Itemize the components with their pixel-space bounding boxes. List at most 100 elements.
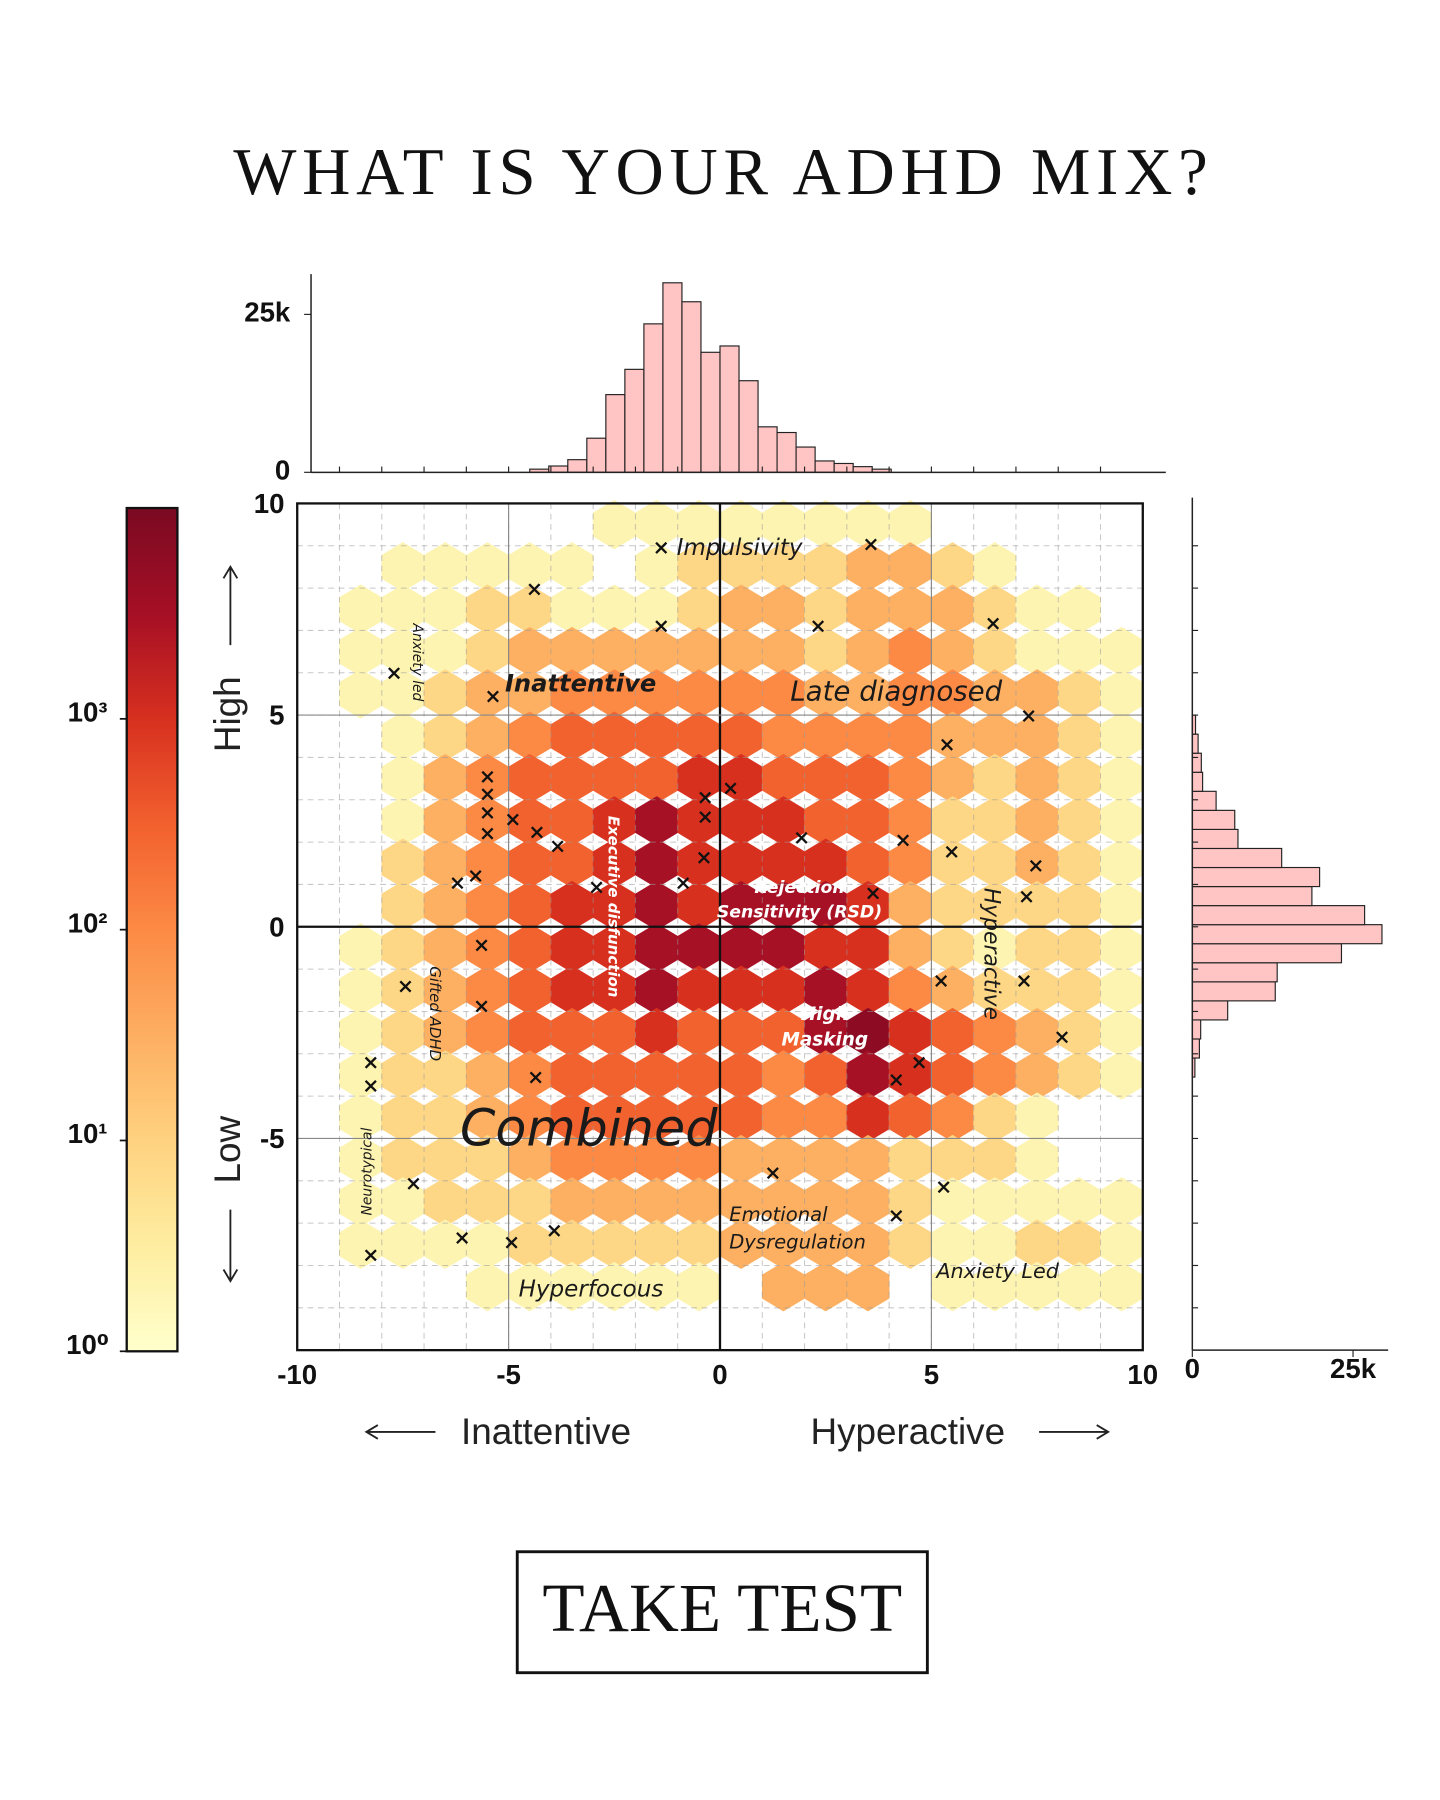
marker-x: [399, 980, 412, 993]
marker-x: [481, 827, 494, 840]
marker-x: [812, 620, 825, 633]
marker-x: [451, 877, 464, 890]
y-tick-label: 10: [254, 488, 285, 519]
colorbar-tick-label: 10¹: [68, 1118, 108, 1149]
histogram-bar: [1191, 847, 1283, 869]
y-axis-title: High: [207, 676, 248, 752]
region-label: High: [801, 1004, 849, 1025]
colorbar: [125, 506, 179, 1353]
y-tick-label: 0: [275, 455, 290, 486]
colorbar-tick-label: 10³: [68, 697, 108, 728]
marker-x: [1029, 859, 1042, 872]
take-test-button[interactable]: TAKE TEST: [515, 1550, 929, 1675]
region-label: Sensitivity (RSD): [717, 902, 882, 922]
region-label: Hyperactive: [979, 888, 1004, 1020]
histogram-bar: [643, 323, 664, 473]
histogram-bar: [1191, 866, 1321, 888]
colorbar-tick-label: 10²: [68, 907, 108, 938]
histogram-bar: [700, 351, 721, 473]
marker-x: [407, 1177, 420, 1190]
histogram-bar: [586, 437, 607, 473]
marker-x: [890, 1209, 903, 1222]
x-tick-label: -5: [496, 1359, 521, 1390]
marker-x: [364, 1249, 377, 1262]
marker-x: [551, 840, 564, 853]
y-tick-label: 25k: [244, 297, 291, 328]
x-axis-title: Inattentive: [461, 1411, 631, 1452]
histogram-bar: [795, 446, 816, 473]
marker-x: [697, 851, 710, 864]
histogram-bar: [1191, 962, 1278, 983]
marker-x: [655, 620, 668, 633]
region-label: Combined: [460, 1098, 718, 1157]
marker-x: [529, 1071, 542, 1084]
region-label: Hyperfocous: [519, 1277, 664, 1303]
marker-x: [987, 617, 1000, 630]
region-label: Dysregulation: [729, 1231, 866, 1254]
histogram-bar: [776, 431, 797, 473]
marker-x: [724, 782, 737, 795]
marker-x: [475, 939, 488, 952]
marker-x: [530, 826, 543, 839]
x-tick-label: 25k: [1330, 1353, 1377, 1384]
region-label: Gifted ADHD: [426, 966, 444, 1061]
histogram-bar: [1191, 1000, 1229, 1021]
histogram-bar: [1191, 905, 1366, 926]
region-label: Impulsivity: [677, 535, 803, 561]
button-frame[interactable]: [515, 1550, 929, 1675]
x-axis-title: Hyperactive: [810, 1411, 1005, 1452]
histogram-bar: [757, 426, 778, 473]
marker-x: [941, 738, 954, 751]
marker-x: [475, 1000, 488, 1013]
arrow-left: [364, 1424, 436, 1440]
marker-x: [1022, 709, 1035, 722]
marker-x: [890, 1074, 903, 1087]
marker-x: [655, 541, 668, 554]
y-tick-label: 0: [269, 911, 284, 942]
histogram-bar: [833, 462, 854, 473]
arrow-right: [1039, 1424, 1111, 1440]
colorbar-tick-label: 10⁰: [66, 1329, 109, 1360]
histogram-bar: [1191, 771, 1204, 792]
marker-x: [548, 1224, 561, 1237]
marker-x: [945, 845, 958, 858]
region-label: Neurotypical: [359, 1128, 375, 1216]
region-label: Masking: [782, 1029, 869, 1050]
x-tick-label: 0: [1185, 1353, 1200, 1384]
histogram-bar: [662, 282, 683, 473]
histogram-bar: [852, 466, 873, 473]
marker-x: [364, 1056, 377, 1069]
histogram-bar: [1191, 809, 1236, 830]
region-label: Emotional: [729, 1203, 828, 1226]
marker-x: [864, 538, 877, 551]
marker-x: [897, 834, 910, 847]
histogram-bar: [605, 394, 626, 473]
button-label[interactable]: TAKE TEST: [542, 1569, 902, 1646]
marker-x: [456, 1231, 469, 1244]
histogram-bar: [548, 465, 569, 473]
axis-arrows: [222, 564, 1111, 1440]
marker-x: [677, 877, 690, 890]
histogram-bar: [1191, 790, 1217, 811]
marker-x: [590, 881, 603, 894]
histogram-bar: [1191, 1038, 1200, 1059]
histogram-bar: [624, 368, 645, 473]
region-label: Anxiety Led: [934, 1259, 1059, 1283]
marker-x: [469, 869, 482, 882]
histogram-bar: [681, 301, 702, 473]
marker-x: [505, 1236, 518, 1249]
x-tick-label: 5: [924, 1359, 939, 1390]
marker-x: [388, 667, 401, 680]
y-axis-title: Low: [207, 1116, 248, 1184]
histogram-bar: [1191, 981, 1276, 1002]
histogram-bar: [719, 345, 740, 473]
marker-x: [481, 806, 494, 819]
x-tick-label: 0: [712, 1359, 727, 1390]
region-label: Rejection: [754, 878, 844, 898]
histogram-bar: [738, 380, 759, 473]
x-tick-label: -10: [277, 1359, 317, 1390]
marker-x: [1056, 1031, 1069, 1044]
x-tick-label: 10: [1127, 1359, 1158, 1390]
